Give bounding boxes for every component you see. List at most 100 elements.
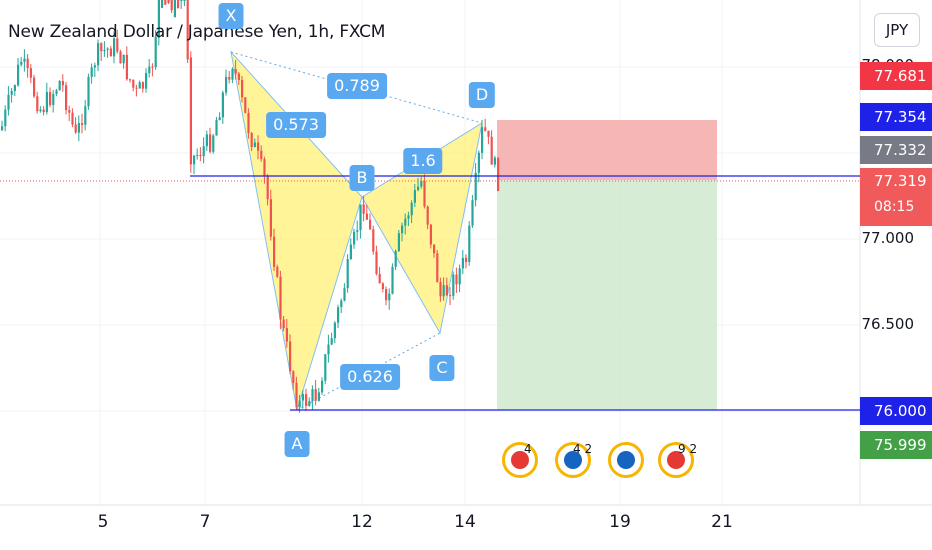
pattern-point-x[interactable]: X bbox=[218, 3, 244, 29]
price-tag-gray: 77.332 bbox=[860, 136, 932, 164]
time-tick: 14 bbox=[454, 512, 476, 532]
candle-body bbox=[429, 224, 432, 245]
candle-body bbox=[141, 82, 144, 89]
candle-body bbox=[205, 134, 208, 147]
candle-body bbox=[279, 276, 282, 320]
candle-body bbox=[39, 109, 42, 112]
candle-body bbox=[26, 58, 29, 69]
candle-body bbox=[487, 130, 490, 137]
candle-body bbox=[116, 38, 119, 52]
event-count: 4 bbox=[524, 442, 532, 456]
candle-body bbox=[295, 382, 298, 408]
candle-body bbox=[493, 157, 496, 165]
candle-body bbox=[292, 371, 295, 383]
candle-body bbox=[423, 181, 426, 207]
candle-body bbox=[273, 236, 276, 267]
candle-body bbox=[340, 300, 343, 308]
take-profit-zone[interactable] bbox=[497, 180, 717, 410]
candle-body bbox=[183, 0, 186, 1]
ratio-label-xb[interactable]: 0.573 bbox=[266, 112, 326, 138]
candle-body bbox=[93, 65, 96, 68]
candle-body bbox=[401, 225, 404, 234]
event-count: 9 2 bbox=[678, 442, 698, 456]
candle-body bbox=[394, 250, 397, 267]
current-price: 77.319 bbox=[874, 172, 927, 190]
candle-body bbox=[439, 282, 442, 297]
candle-body bbox=[23, 58, 26, 62]
economic-event-marker[interactable]: 4 2 bbox=[553, 440, 597, 484]
candle-body bbox=[372, 229, 375, 252]
ratio-label-bd[interactable]: 1.6 bbox=[403, 148, 443, 174]
candle-body bbox=[349, 244, 352, 260]
candle-body bbox=[305, 394, 308, 406]
flag-icon bbox=[617, 451, 635, 469]
candle-body bbox=[381, 283, 384, 290]
candle-body bbox=[330, 338, 333, 345]
stop-loss-zone[interactable] bbox=[497, 120, 717, 180]
candle-body bbox=[253, 142, 256, 148]
currency-button[interactable]: JPY bbox=[874, 13, 920, 47]
candle-body bbox=[151, 66, 154, 68]
candle-body bbox=[189, 57, 192, 165]
candle-body bbox=[410, 202, 413, 216]
candle-body bbox=[433, 244, 436, 254]
candle-body bbox=[468, 225, 471, 262]
pattern-point-d[interactable]: D bbox=[468, 82, 496, 108]
candle-body bbox=[180, 0, 183, 1]
event-ring-icon bbox=[555, 442, 591, 478]
candle-body bbox=[68, 110, 71, 113]
candle-body bbox=[196, 155, 199, 157]
candle-body bbox=[449, 295, 452, 297]
price-tick: 76.500 bbox=[861, 315, 915, 333]
ratio-label-xd[interactable]: 0.789 bbox=[327, 73, 387, 99]
candle-body bbox=[324, 354, 327, 381]
candle-body bbox=[388, 293, 391, 301]
candle-body bbox=[106, 48, 109, 50]
candle-body bbox=[173, 0, 176, 18]
candle-body bbox=[65, 85, 68, 111]
event-ring-icon bbox=[608, 442, 644, 478]
candle-body bbox=[333, 322, 336, 339]
candle-body bbox=[484, 127, 487, 131]
candle-body bbox=[263, 159, 266, 177]
candle-body bbox=[465, 257, 468, 262]
price-tag-blue-lower: 76.000 bbox=[860, 397, 932, 425]
ratio-label-ac[interactable]: 0.626 bbox=[340, 364, 400, 390]
candle-body bbox=[81, 123, 84, 125]
pattern-point-a[interactable]: A bbox=[284, 431, 310, 457]
candle-body bbox=[225, 76, 228, 93]
economic-event-marker[interactable]: 4 bbox=[500, 440, 544, 484]
candle-body bbox=[42, 109, 45, 113]
candle-body bbox=[20, 61, 23, 65]
candle-body bbox=[234, 68, 237, 74]
candle-body bbox=[209, 134, 212, 152]
pattern-point-c[interactable]: C bbox=[429, 355, 455, 381]
flag-icon bbox=[511, 451, 529, 469]
candle-body bbox=[260, 150, 263, 160]
event-count: 4 2 bbox=[573, 442, 593, 456]
candle-body bbox=[167, 0, 170, 3]
candle-body bbox=[84, 106, 87, 125]
candle-body bbox=[314, 389, 317, 401]
candle-body bbox=[29, 68, 32, 78]
candle-body bbox=[269, 199, 272, 237]
candle-body bbox=[77, 123, 80, 133]
candle-body bbox=[145, 73, 148, 89]
candle-body bbox=[266, 176, 269, 200]
candle-body bbox=[477, 152, 480, 173]
candle-body bbox=[228, 76, 231, 80]
candle-body bbox=[33, 77, 36, 97]
pattern-point-b[interactable]: B bbox=[349, 165, 375, 191]
candle-body bbox=[71, 112, 74, 125]
candle-body bbox=[404, 218, 407, 226]
economic-event-marker[interactable] bbox=[606, 440, 650, 484]
candle-body bbox=[247, 112, 250, 134]
chart-title: New Zealand Dollar / Japanese Yen, 1h, F… bbox=[8, 22, 386, 42]
price-tag-current: 77.319 08:15 bbox=[860, 168, 932, 226]
candle-body bbox=[212, 135, 215, 152]
candle-body bbox=[157, 0, 160, 38]
economic-event-marker[interactable]: 9 2 bbox=[656, 440, 700, 484]
pattern-xab-triangle[interactable] bbox=[230, 50, 363, 411]
candle-body bbox=[10, 90, 13, 95]
